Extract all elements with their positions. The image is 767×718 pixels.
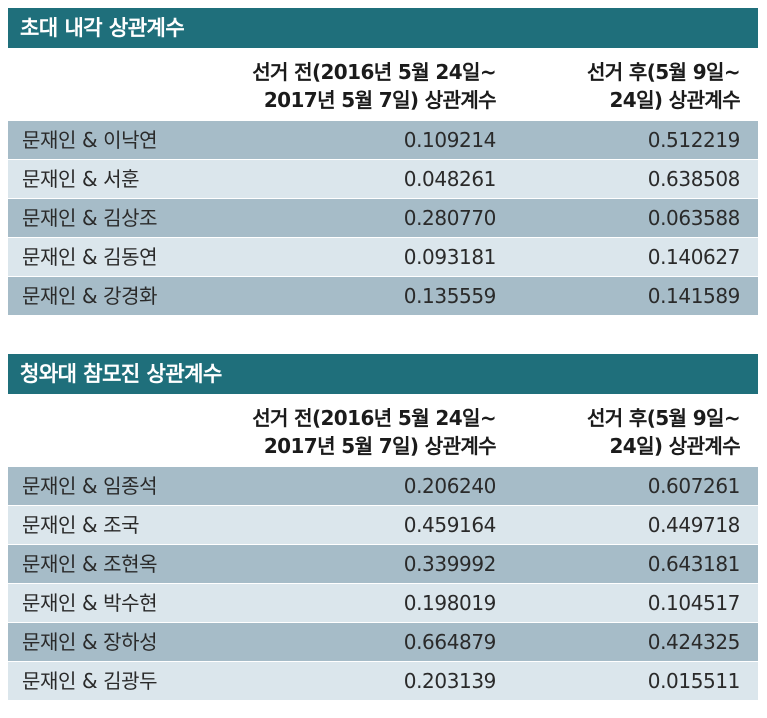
pair-name: 문재인 & 임종석 <box>22 474 158 498</box>
before-value: 0.459164 <box>403 513 497 537</box>
cabinet-correlation-table: 초대 내각 상관계수 선거 전(2016년 5월 24일~ 2017년 5월 7… <box>8 8 758 316</box>
table-row: 문재인 & 김상조 0.280770 0.063588 <box>8 199 758 237</box>
header-after-election: 선거 후(5월 9일~ 24일) 상관계수 <box>510 58 741 114</box>
header-before-election: 선거 전(2016년 5월 24일~ 2017년 5월 7일) 상관계수 <box>196 58 496 114</box>
header-after-election: 선거 후(5월 9일~ 24일) 상관계수 <box>510 404 741 460</box>
table-row: 문재인 & 서훈 0.048261 0.638508 <box>8 160 758 198</box>
before-value: 0.048261 <box>403 167 497 191</box>
pair-name: 문재인 & 장하성 <box>22 630 158 654</box>
header-before-line2: 2017년 5월 7일) 상관계수 <box>263 434 497 458</box>
header-before-line2: 2017년 5월 7일) 상관계수 <box>263 88 497 112</box>
table-row: 문재인 & 조현옥 0.339992 0.643181 <box>8 545 758 583</box>
before-value: 0.339992 <box>403 552 497 576</box>
table-title: 청와대 참모진 상관계수 <box>8 354 758 394</box>
after-value: 0.449718 <box>647 513 741 537</box>
after-value: 0.015511 <box>647 669 741 693</box>
table-row: 문재인 & 이낙연 0.109214 0.512219 <box>8 121 758 159</box>
pair-name: 문재인 & 박수현 <box>22 591 158 615</box>
header-after-line1: 선거 후(5월 9일~ <box>586 60 741 84</box>
after-value: 0.104517 <box>647 591 741 615</box>
before-value: 0.109214 <box>403 128 497 152</box>
pair-name: 문재인 & 강경화 <box>22 284 158 308</box>
table-row: 문재인 & 임종석 0.206240 0.607261 <box>8 467 758 505</box>
after-value: 0.643181 <box>647 552 741 576</box>
header-before-line1: 선거 전(2016년 5월 24일~ <box>252 60 496 84</box>
header-before-line1: 선거 전(2016년 5월 24일~ <box>252 406 496 430</box>
before-value: 0.203139 <box>403 669 497 693</box>
table-row: 문재인 & 장하성 0.664879 0.424325 <box>8 623 758 661</box>
table-title: 초대 내각 상관계수 <box>8 8 758 48</box>
before-value: 0.093181 <box>403 245 497 269</box>
pair-name: 문재인 & 김동연 <box>22 245 158 269</box>
column-headers: 선거 전(2016년 5월 24일~ 2017년 5월 7일) 상관계수 선거 … <box>8 394 758 467</box>
after-value: 0.063588 <box>647 206 741 230</box>
after-value: 0.638508 <box>647 167 741 191</box>
before-value: 0.664879 <box>403 630 497 654</box>
pair-name: 문재인 & 조현옥 <box>22 552 158 576</box>
table-row: 문재인 & 강경화 0.135559 0.141589 <box>8 277 758 315</box>
table-row: 문재인 & 김광두 0.203139 0.015511 <box>8 662 758 700</box>
before-value: 0.280770 <box>403 206 497 230</box>
header-after-line2: 24일) 상관계수 <box>609 88 740 112</box>
table-row: 문재인 & 조국 0.459164 0.449718 <box>8 506 758 544</box>
after-value: 0.141589 <box>647 284 741 308</box>
column-headers: 선거 전(2016년 5월 24일~ 2017년 5월 7일) 상관계수 선거 … <box>8 48 758 121</box>
pair-name: 문재인 & 서훈 <box>22 167 140 191</box>
before-value: 0.206240 <box>403 474 497 498</box>
presidential-office-correlation-table: 청와대 참모진 상관계수 선거 전(2016년 5월 24일~ 2017년 5월… <box>8 354 758 701</box>
header-after-line1: 선거 후(5월 9일~ <box>586 406 741 430</box>
header-before-election: 선거 전(2016년 5월 24일~ 2017년 5월 7일) 상관계수 <box>196 404 496 460</box>
pair-name: 문재인 & 이낙연 <box>22 128 158 152</box>
after-value: 0.424325 <box>647 630 741 654</box>
table-row: 문재인 & 김동연 0.093181 0.140627 <box>8 238 758 276</box>
table-row: 문재인 & 박수현 0.198019 0.104517 <box>8 584 758 622</box>
after-value: 0.607261 <box>647 474 741 498</box>
after-value: 0.512219 <box>647 128 741 152</box>
after-value: 0.140627 <box>647 245 741 269</box>
pair-name: 문재인 & 조국 <box>22 513 140 537</box>
pair-name: 문재인 & 김상조 <box>22 206 158 230</box>
before-value: 0.198019 <box>403 591 497 615</box>
pair-name: 문재인 & 김광두 <box>22 669 158 693</box>
before-value: 0.135559 <box>403 284 497 308</box>
header-after-line2: 24일) 상관계수 <box>609 434 740 458</box>
